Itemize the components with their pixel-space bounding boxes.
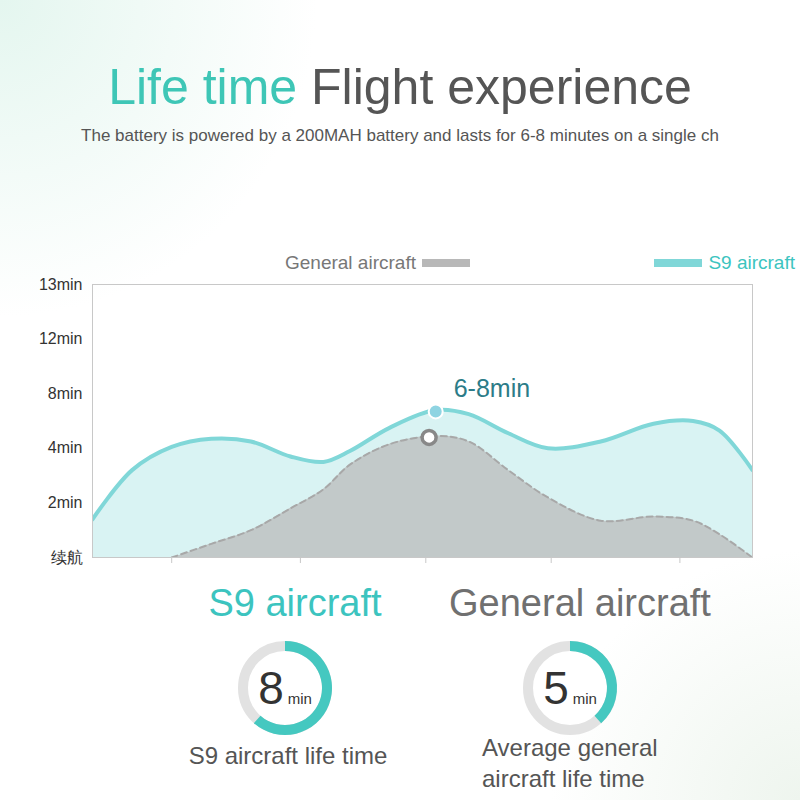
svg-text:4min: 4min xyxy=(48,439,83,456)
svg-text:8min: 8min xyxy=(258,662,312,714)
html-text:General aircraft: General aircraft xyxy=(449,582,711,624)
svg-text:6-8min: 6-8min xyxy=(454,374,530,402)
html-text:Average general aircraft life: Average general aircraft life time xyxy=(482,734,658,792)
svg-text:13min: 13min xyxy=(39,276,83,293)
svg-text:续航: 续航 xyxy=(51,549,83,566)
svg-text:12min: 12min xyxy=(39,330,83,347)
svg-text:2min: 2min xyxy=(48,494,83,511)
html-text:S9 aircraft: S9 aircraft xyxy=(208,582,382,624)
html-text:Life time Flight experience: Life time Flight experience xyxy=(108,59,692,115)
svg-text:8min: 8min xyxy=(48,385,83,402)
html-text:The battery is powered by a 20: The battery is powered by a 200MAH batte… xyxy=(81,126,719,145)
html-text:General aircraft: General aircraft xyxy=(285,252,416,273)
html-text:S9 aircraft life time: S9 aircraft life time xyxy=(188,742,388,769)
svg-text:5min: 5min xyxy=(543,662,597,714)
html-text:S9 aircraft: S9 aircraft xyxy=(708,252,795,273)
